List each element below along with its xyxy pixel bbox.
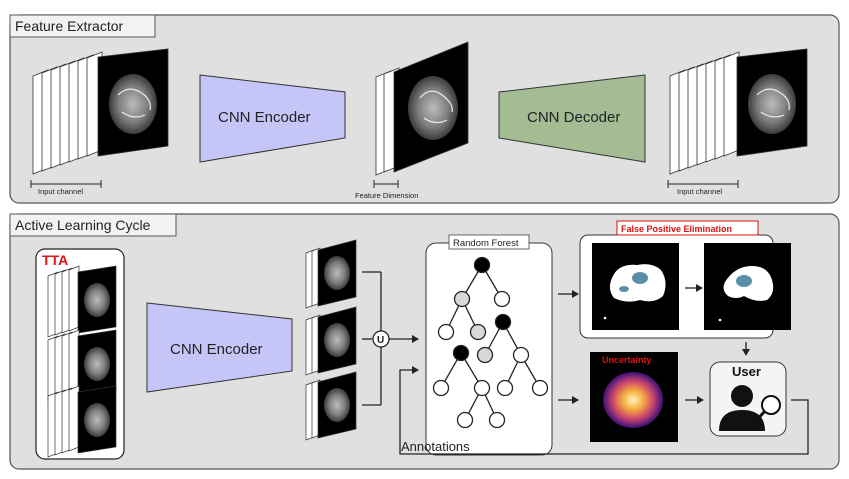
cycle-cnn-encoder-label: CNN Encoder <box>170 341 263 358</box>
uncertainty-label: Uncertainty <box>602 355 652 365</box>
fpe-image-after <box>704 243 791 330</box>
fpe-label: False Positive Elimination <box>621 224 732 234</box>
annotations-feedback-arrow <box>399 366 809 455</box>
feature-stack-2 <box>305 306 357 376</box>
fpe-image-before <box>592 243 679 330</box>
cycle-cnn-encoder-block <box>146 302 293 393</box>
active-learning-title: Active Learning Cycle <box>15 217 151 233</box>
input-channel-bracket-right <box>667 180 739 188</box>
tta-stack-1 <box>47 265 117 338</box>
feature-dimension-label: Feature Dimension <box>355 191 418 200</box>
union-symbol <box>372 330 390 348</box>
feature-image-stack <box>375 41 469 176</box>
union-bracket <box>362 271 419 406</box>
cnn-decoder-block <box>498 74 646 163</box>
union-symbol-label: U <box>377 335 384 346</box>
feature-stack-3 <box>305 371 357 441</box>
feature-extractor-panel: Feature Extractor Input channel CNN Enco… <box>9 14 840 204</box>
input-image-stack <box>32 48 169 175</box>
feature-stack-1 <box>305 239 357 309</box>
cnn-decoder-label: CNN Decoder <box>527 109 620 126</box>
annotations-label: Annotations <box>401 439 470 454</box>
input-channel-label-left: Input channel <box>38 187 83 196</box>
user-icon <box>719 385 781 431</box>
random-forest-label: Random Forest <box>453 238 519 249</box>
feature-dimension-bracket <box>373 180 399 188</box>
tta-label: TTA <box>42 252 68 268</box>
decision-tree <box>432 256 549 429</box>
input-channel-bracket-left <box>30 180 102 188</box>
input-channel-label-right: Input channel <box>677 187 722 196</box>
active-learning-panel: Active Learning Cycle TTA <box>9 213 840 470</box>
output-image-stack <box>669 48 808 175</box>
user-label: User <box>732 364 761 379</box>
cnn-encoder-label: CNN Encoder <box>218 109 311 126</box>
feature-extractor-title: Feature Extractor <box>15 18 123 34</box>
tta-stack-2 <box>47 329 117 402</box>
tta-stack-3 <box>47 385 117 458</box>
cnn-encoder-block <box>199 74 346 163</box>
